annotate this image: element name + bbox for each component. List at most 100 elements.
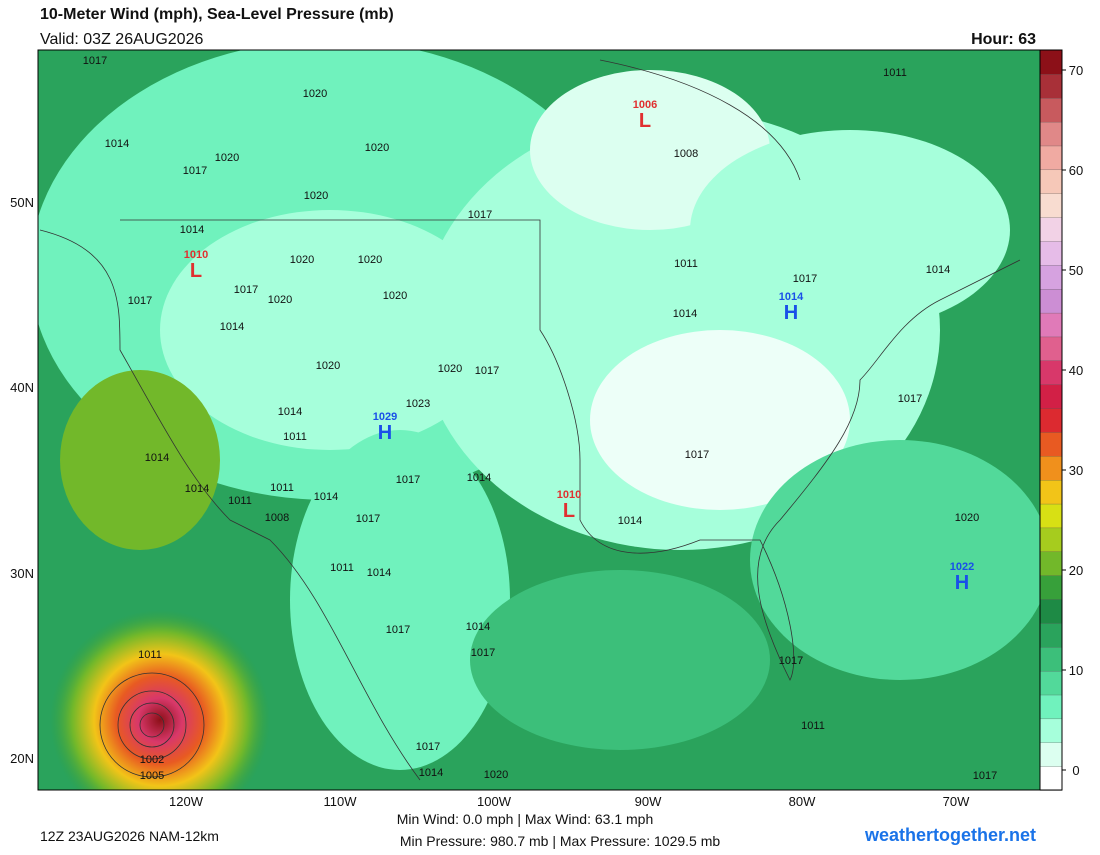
center-symbol: L xyxy=(563,500,575,522)
isobar-label: 1017 xyxy=(973,770,997,782)
isobar-label: 1011 xyxy=(228,495,252,507)
colorbar-label: 0 xyxy=(1072,763,1079,778)
latitude-label: 20N xyxy=(10,751,34,766)
isobar-label: 1017 xyxy=(356,513,380,525)
isobar-label: 1014 xyxy=(185,483,209,495)
colorbar-frame xyxy=(1039,49,1063,791)
site-name: weathertogether.net xyxy=(864,825,1036,845)
isobar-label: 1017 xyxy=(234,284,258,296)
center-symbol: H xyxy=(784,302,798,324)
colorbar-segment xyxy=(1039,646,1063,672)
isobar-label: 1014 xyxy=(105,138,129,150)
isobar-label: 1008 xyxy=(674,148,698,160)
colorbar-label: 40 xyxy=(1069,363,1083,378)
isobar-label: 1014 xyxy=(926,264,950,276)
colorbar-segment xyxy=(1039,312,1063,338)
colorbar-segment xyxy=(1039,240,1063,266)
colorbar-label: 20 xyxy=(1069,563,1083,578)
isobar-label: 1011 xyxy=(270,482,294,494)
colorbar-segment xyxy=(1039,503,1063,529)
wind-stats: Min Wind: 0.0 mph | Max Wind: 63.1 mph xyxy=(397,811,654,827)
isobar-label: 1020 xyxy=(290,254,314,266)
isobar-label: 1023 xyxy=(406,398,430,410)
center-symbol: H xyxy=(955,572,969,594)
isobar-label: 1011 xyxy=(283,431,307,443)
colorbar-segment xyxy=(1039,145,1063,171)
colorbar-segment xyxy=(1039,718,1063,743)
center-value: 1022 xyxy=(950,561,974,573)
isobar-label: 1017 xyxy=(468,209,492,221)
colorbar-segment xyxy=(1039,765,1063,791)
colorbar-segment xyxy=(1039,97,1063,123)
center-value: 1014 xyxy=(779,291,804,303)
colorbar-label: 30 xyxy=(1069,463,1083,478)
isobar-label: 1017 xyxy=(396,474,420,486)
isobar-label: 1017 xyxy=(471,647,495,659)
colorbar-segment xyxy=(1039,742,1063,767)
isobar-label: 1020 xyxy=(268,294,292,306)
colorbar-segment xyxy=(1039,169,1063,194)
isobar-label: 1011 xyxy=(138,649,162,661)
longitude-label: 70W xyxy=(943,794,970,809)
isobar-label: 1020 xyxy=(215,152,239,164)
center-symbol: L xyxy=(639,110,651,132)
colorbar-segment xyxy=(1039,193,1063,218)
colorbar-segment xyxy=(1039,121,1063,147)
isobar-label: 1011 xyxy=(801,720,825,732)
colorbar-segment xyxy=(1039,622,1063,648)
isobar-label: 1017 xyxy=(386,624,410,636)
longitude-label: 100W xyxy=(477,794,512,809)
colorbar-segment xyxy=(1039,598,1063,624)
isobar-label: 1020 xyxy=(316,360,340,372)
latitude-label: 30N xyxy=(10,566,34,581)
isobar-label: 1014 xyxy=(278,406,302,418)
isobar-label: 1002 xyxy=(140,754,164,766)
isobar-label: 1020 xyxy=(358,254,382,266)
isobar-label: 1008 xyxy=(265,512,289,524)
colorbar-segment xyxy=(1039,360,1063,385)
latitude-label: 40N xyxy=(10,380,34,395)
isobar-label: 1017 xyxy=(475,365,499,377)
model-run: 12Z 23AUG2026 NAM-12km xyxy=(40,828,219,844)
longitude-label: 80W xyxy=(789,794,816,809)
colorbar-segment xyxy=(1039,431,1063,457)
latitude-label: 50N xyxy=(10,195,34,210)
colorbar-segment xyxy=(1039,455,1063,481)
colorbar-segment xyxy=(1039,288,1063,314)
longitude-label: 120W xyxy=(169,794,204,809)
colorbar-segment xyxy=(1039,407,1063,433)
isobar-label: 1014 xyxy=(467,472,491,484)
colorbar-segment xyxy=(1039,575,1063,600)
colorbar-label: 70 xyxy=(1069,63,1083,78)
isobar-label: 1014 xyxy=(180,224,204,236)
colorbar-label: 60 xyxy=(1069,163,1083,178)
colorbar-segment xyxy=(1039,73,1063,99)
isobar-label: 1011 xyxy=(674,258,698,270)
center-symbol: L xyxy=(190,260,202,282)
colorbar-segment xyxy=(1039,216,1063,242)
isobar-label: 1017 xyxy=(416,741,440,753)
center-symbol: H xyxy=(378,422,392,444)
map-area xyxy=(38,50,1040,790)
isobar-label: 1020 xyxy=(303,88,327,100)
isobar-label: 1014 xyxy=(220,321,244,333)
isobar-label: 1005 xyxy=(140,770,164,782)
forecast-hour: Hour: 63 xyxy=(971,31,1036,48)
isobar-label: 1014 xyxy=(314,491,338,503)
colorbar-segment xyxy=(1039,527,1063,552)
isobar-label: 1020 xyxy=(438,363,462,375)
center-value: 1010 xyxy=(184,249,208,261)
isobar-label: 1014 xyxy=(466,621,490,633)
isobar-label: 1014 xyxy=(673,308,697,320)
isobar-label: 1020 xyxy=(955,512,979,524)
isobar-label: 1017 xyxy=(898,393,922,405)
longitude-label: 90W xyxy=(635,794,662,809)
isobar-label: 1020 xyxy=(484,769,508,781)
isobar-label: 1014 xyxy=(419,767,443,779)
colorbar-segment xyxy=(1039,336,1063,361)
isobar-label: 1014 xyxy=(367,567,391,579)
title: 10-Meter Wind (mph), Sea-Level Pressure … xyxy=(40,6,394,23)
isobar-label: 1020 xyxy=(383,290,407,302)
longitude-label: 110W xyxy=(324,794,358,809)
